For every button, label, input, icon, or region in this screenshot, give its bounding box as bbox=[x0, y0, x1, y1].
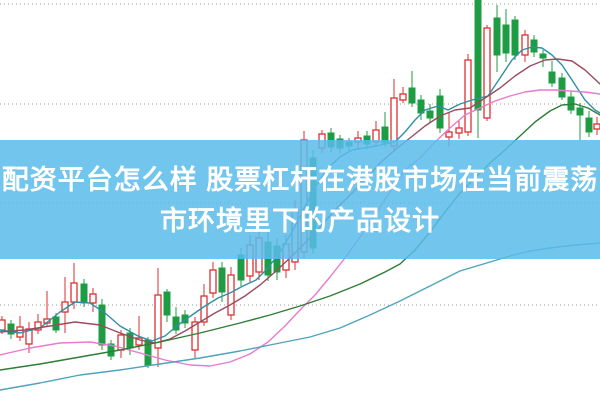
candle bbox=[191, 317, 199, 358]
candle bbox=[227, 267, 235, 320]
candle bbox=[181, 310, 189, 328]
candle bbox=[107, 340, 115, 360]
candle bbox=[558, 73, 566, 100]
candle bbox=[135, 316, 143, 350]
candle bbox=[154, 268, 162, 367]
candle bbox=[576, 103, 584, 140]
candle bbox=[567, 91, 575, 114]
candle bbox=[89, 288, 97, 312]
candle bbox=[593, 117, 600, 135]
candle bbox=[483, 25, 491, 121]
candle bbox=[548, 61, 556, 87]
candle bbox=[209, 262, 217, 298]
headline-line-2: 市环境里下的产品设计 bbox=[160, 206, 440, 236]
candle bbox=[585, 111, 593, 137]
candle bbox=[539, 50, 547, 67]
candle bbox=[530, 35, 538, 57]
ma-slowest-line bbox=[0, 242, 600, 391]
candle bbox=[521, 30, 529, 62]
candle bbox=[436, 89, 444, 133]
candle bbox=[511, 16, 519, 60]
candle bbox=[455, 120, 463, 139]
candle bbox=[502, 9, 510, 62]
candle bbox=[218, 262, 226, 302]
candle bbox=[172, 307, 180, 334]
candle bbox=[493, 5, 501, 72]
candle bbox=[464, 54, 472, 136]
candle bbox=[7, 320, 15, 339]
candle bbox=[34, 314, 42, 334]
headline-banner: 配资平台怎么样 股票杠杆在港股市场在当前震荡 市环境里下的产品设计 bbox=[0, 140, 600, 259]
candle bbox=[474, 0, 482, 138]
candle bbox=[417, 95, 425, 120]
candle bbox=[408, 71, 416, 107]
headline-line-1: 配资平台怎么样 股票杠杆在港股市场在当前震荡 bbox=[1, 165, 599, 195]
candle bbox=[399, 87, 407, 103]
candle bbox=[426, 104, 434, 122]
candle bbox=[52, 313, 60, 333]
candle bbox=[163, 289, 171, 322]
candle bbox=[16, 316, 24, 341]
